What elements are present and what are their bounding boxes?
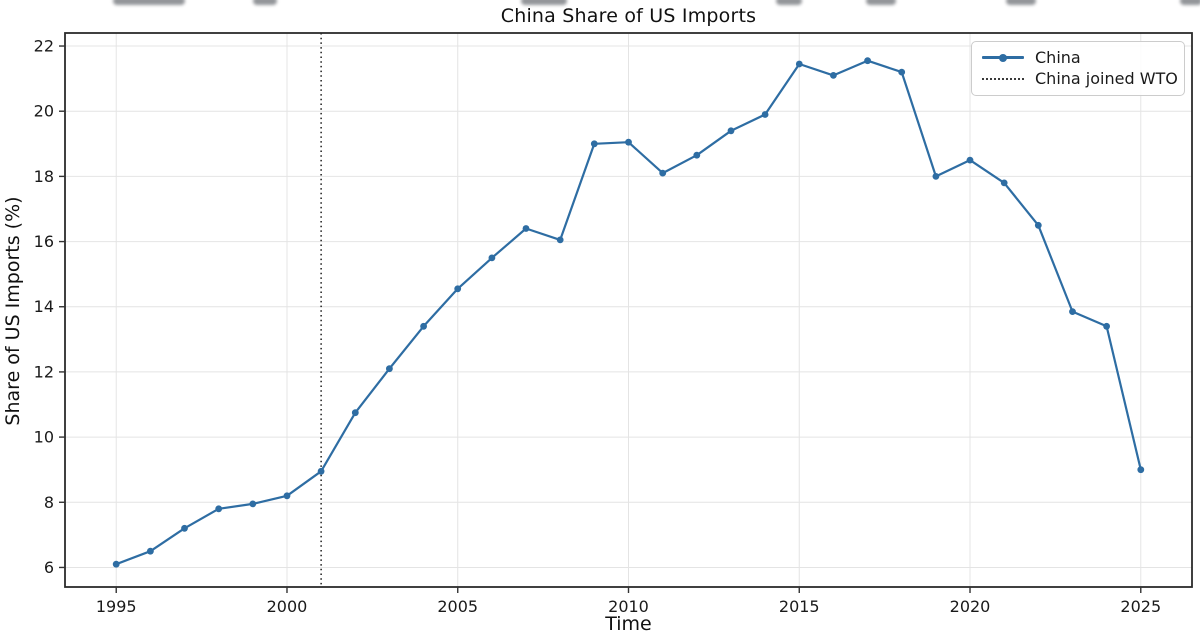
svg-text:2015: 2015: [779, 597, 820, 616]
svg-text:22: 22: [34, 37, 54, 56]
svg-text:1995: 1995: [96, 597, 137, 616]
top-edge-artifact: [1180, 0, 1200, 5]
legend-label-wto: China joined WTO: [1035, 69, 1178, 88]
x-axis-label: Time: [605, 613, 652, 635]
svg-text:2020: 2020: [950, 597, 991, 616]
top-edge-artifact: [1006, 0, 1036, 5]
legend-line-marker-sample: [982, 53, 1024, 62]
x-axis-ticks: 1995 2000 2005 2010 2015 2020 2025: [96, 587, 1161, 616]
gridlines: [65, 33, 1192, 587]
chart-title: China Share of US Imports: [500, 5, 757, 27]
svg-text:2025: 2025: [1120, 597, 1161, 616]
legend-label-china: China: [1035, 48, 1081, 67]
svg-text:2005: 2005: [437, 597, 478, 616]
y-axis-ticks: 6 8 10 12 14 16 18 20 22: [34, 37, 65, 577]
svg-text:2010: 2010: [608, 597, 649, 616]
top-edge-artifact: [113, 0, 185, 5]
svg-text:18: 18: [34, 167, 54, 186]
series-markers-china: [112, 57, 1145, 568]
svg-text:10: 10: [34, 428, 54, 447]
svg-text:20: 20: [34, 102, 54, 121]
top-edge-artifact: [866, 0, 896, 5]
y-axis-label: Share of US Imports (%): [2, 196, 24, 426]
svg-text:12: 12: [34, 362, 54, 381]
top-edge-artifact: [253, 0, 277, 5]
legend-marker-dot-icon: [999, 53, 1007, 62]
top-edge-artifact: [776, 0, 802, 5]
legend: China China joined WTO: [971, 41, 1185, 96]
svg-text:16: 16: [34, 232, 54, 251]
svg-text:6: 6: [44, 558, 54, 577]
top-edge-artifact: [521, 0, 567, 5]
svg-text:14: 14: [34, 297, 54, 316]
legend-entry-china: China: [982, 47, 1174, 68]
svg-text:2000: 2000: [267, 597, 308, 616]
legend-entry-wto: China joined WTO: [982, 68, 1178, 89]
legend-dotted-line-sample-icon: [982, 77, 1024, 80]
svg-text:8: 8: [44, 493, 54, 512]
